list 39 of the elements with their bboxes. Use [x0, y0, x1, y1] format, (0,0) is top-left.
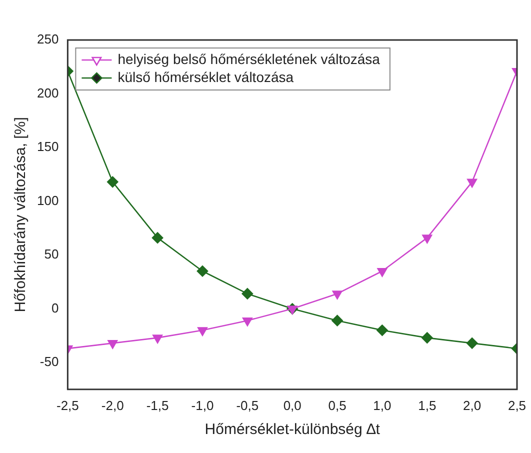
- y-tick-label: 50: [44, 246, 59, 262]
- x-tick-label: 0,0: [283, 398, 302, 413]
- point: [466, 338, 478, 349]
- point: [242, 317, 252, 326]
- y-tick-label: 250: [36, 32, 59, 47]
- point: [196, 265, 208, 277]
- x-tick-label: 2,0: [463, 398, 482, 413]
- y-axis-title: Hőfokhídarány változása, [%]: [12, 117, 30, 312]
- y-tick-label: 100: [36, 192, 59, 208]
- point: [242, 288, 254, 300]
- x-tick-label: -1,0: [191, 398, 214, 413]
- point: [152, 334, 163, 344]
- point: [287, 306, 298, 314]
- legend-label: helyiség belső hőmérsékletének változása: [118, 50, 380, 67]
- legend-label: külső hőmérséklet változása: [118, 68, 294, 85]
- point: [376, 324, 388, 336]
- y-tick-label: -50: [40, 354, 59, 370]
- x-tick-label: -2,0: [101, 398, 124, 413]
- point: [467, 178, 478, 188]
- point: [421, 332, 433, 344]
- x-axis-title: Hőmérséklet-különbség ∆t: [204, 421, 381, 438]
- y-tick-label: 200: [36, 85, 59, 100]
- point: [152, 232, 164, 244]
- point: [332, 290, 342, 300]
- x-tick-label: -0,5: [236, 398, 259, 413]
- x-tick-label: 1,5: [418, 398, 436, 413]
- point: [106, 176, 118, 188]
- point: [332, 314, 343, 326]
- point: [108, 340, 118, 349]
- y-tick-label: 150: [36, 139, 59, 154]
- x-tick-label: -1,5: [146, 398, 169, 413]
- point: [422, 234, 432, 244]
- point: [377, 268, 388, 277]
- y-tick-label: 0: [51, 300, 59, 316]
- x-tick-label: 0,5: [328, 398, 346, 413]
- x-tick-label: 2,5: [508, 398, 526, 413]
- x-tick-label: 1,0: [373, 398, 392, 413]
- point: [198, 327, 208, 336]
- x-tick-label: -2,5: [56, 398, 79, 413]
